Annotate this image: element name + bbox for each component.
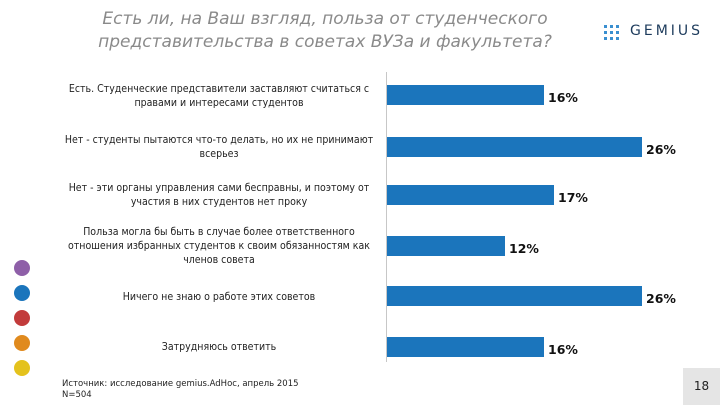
sample-size: N=504 [62,390,92,400]
bar [387,85,544,105]
bar [387,137,642,157]
value-label: 16% [548,90,578,105]
bar [387,185,554,205]
category-label: Польза могла бы быть в случае более отве… [68,226,370,266]
value-label: 26% [646,142,676,157]
lightbulb-icon [14,285,30,301]
value-label: 17% [558,190,588,205]
logo-grid-icon [604,25,619,40]
bar [387,337,544,357]
source-note: Источник: исследование gemius.AdHoc, апр… [62,379,299,401]
category-label: Есть. Студенческие представители заставл… [68,83,370,109]
chart-axis-line [386,72,387,362]
bar [387,286,642,306]
value-label: 12% [509,241,539,256]
value-label: 26% [646,291,676,306]
chart-title: Есть ли, на Ваш взгляд, польза от студен… [98,9,552,52]
page-number: 18 [683,368,720,405]
category-label: Затрудняюсь ответить [161,341,277,353]
value-label: 16% [548,342,578,357]
category-label: Нет - студенты пытаются что-то делать, н… [64,134,374,160]
phone-icon [14,360,30,376]
cart-icon [14,310,30,326]
tools-icon [14,335,30,351]
logo-text: GEMIUS [630,23,704,39]
category-label: Нет - эти органы управления сами бесправ… [68,182,370,208]
people-icon [14,260,30,276]
bar [387,236,505,256]
category-label: Ничего не знаю о работе этих советов [122,291,316,303]
gemius-logo: GEMIUS [604,22,714,44]
source-line: Источник: исследование gemius.AdHoc, апр… [62,379,299,389]
